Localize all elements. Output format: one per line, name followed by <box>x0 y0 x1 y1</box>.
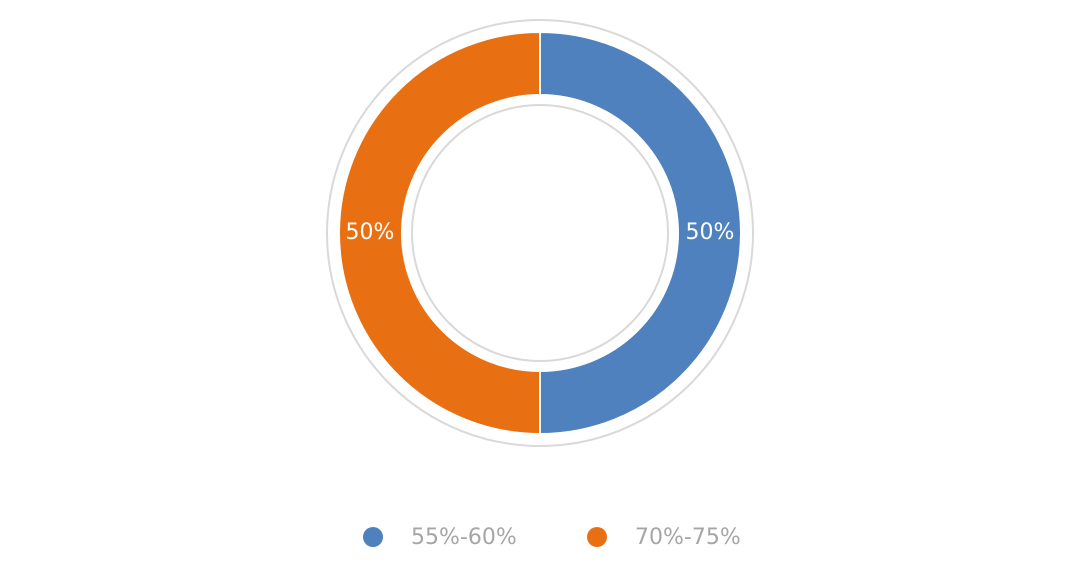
donut-segment <box>539 30 742 436</box>
data-label: 50% <box>686 220 735 245</box>
data-label: 50% <box>346 220 395 245</box>
legend-label: 70%-75% <box>635 525 741 550</box>
legend-label: 55%-60% <box>411 525 517 550</box>
inner-ring <box>411 104 669 362</box>
legend-marker <box>587 527 607 547</box>
outer-ring <box>326 19 754 447</box>
donut-segment <box>338 30 541 436</box>
legend-marker <box>363 527 383 547</box>
